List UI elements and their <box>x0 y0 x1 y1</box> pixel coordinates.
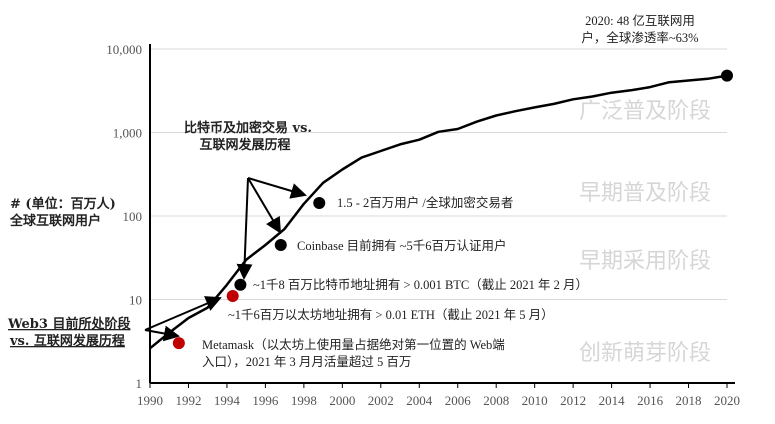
annotation-btc: ~1千8 百万比特币地址拥有 > 0.001 BTC（截止 2021 年 2 月… <box>253 277 588 292</box>
annotation-metamask-2: 入口），2021 年 3 月月活量超过 5 百万 <box>202 354 411 369</box>
x-tick-label: 2020 <box>714 393 740 408</box>
x-tick-label: 1994 <box>214 393 241 408</box>
y-tick-label: 10 <box>129 293 142 308</box>
annotation-coinbase: Coinbase 目前拥有 ~5千6百万认证用户 <box>297 238 507 253</box>
x-tick-label: 2008 <box>483 393 509 408</box>
y-tick-label: 100 <box>123 209 143 224</box>
annotation-top-2: 户，全球渗透率~63% <box>581 30 698 45</box>
y-axis-label-1: # (单位：百万人) <box>10 196 116 212</box>
y-tick-label: 1,000 <box>113 126 142 141</box>
x-tick-label: 2012 <box>560 393 586 408</box>
y-axis-label-2: 全球互联网用户 <box>9 213 101 229</box>
x-tick-label: 1996 <box>252 393 279 408</box>
data-point <box>313 197 326 210</box>
stage-label: 早期普及阶段 <box>579 181 711 206</box>
annotation-arrow <box>247 177 282 234</box>
annotation-top-1: 2020: 48 亿互联网用 <box>585 13 695 28</box>
stage-label: 早期采用阶段 <box>579 249 711 274</box>
crypto-title-1: 比特币及加密交易 vs. <box>184 120 312 136</box>
data-point <box>172 337 185 350</box>
annotation-exchange-users: 1.5 - 2百万用户 /全球加密交易者 <box>337 195 513 210</box>
annotation-arrow <box>144 296 222 331</box>
x-tick-label: 2006 <box>445 393 472 408</box>
x-tick-label: 2016 <box>637 393 664 408</box>
stage-label: 创新萌芽阶段 <box>579 341 711 366</box>
x-tick-label: 2010 <box>522 393 548 408</box>
x-tick-label: 2018 <box>676 393 702 408</box>
web3-title-1: Web3 目前所处阶段 <box>7 316 130 332</box>
stage-label: 广泛普及阶段 <box>579 99 711 124</box>
web3-title-2: vs. 互联网发展历程 <box>9 333 125 349</box>
x-tick-label: 1998 <box>291 393 317 408</box>
annotation-metamask-1: Metamask（以太坊上使用量占据绝对第一位置的 Web端 <box>202 337 505 352</box>
data-point <box>226 290 239 303</box>
y-tick-label: 10,000 <box>106 42 142 57</box>
x-tick-label: 2002 <box>368 393 394 408</box>
annotation-arrow <box>236 177 253 280</box>
x-tick-label: 2014 <box>599 393 626 408</box>
data-point <box>274 238 287 251</box>
crypto-title-2: 互联网发展历程 <box>199 137 290 153</box>
x-tick-label: 1992 <box>175 393 201 408</box>
data-point <box>721 69 733 82</box>
x-tick-label: 2004 <box>406 393 433 408</box>
annotation-arrow <box>247 177 307 199</box>
annotation-arrow <box>144 325 180 342</box>
x-tick-label: 2000 <box>329 393 355 408</box>
annotation-eth: ~1千6百万以太坊地址拥有 > 0.01 ETH（截止 2021 年 5 月） <box>228 307 554 322</box>
x-tick-label: 1990 <box>137 393 163 408</box>
internet-users-line <box>149 74 728 350</box>
y-tick-label: 1 <box>136 376 143 391</box>
data-point <box>234 278 247 291</box>
